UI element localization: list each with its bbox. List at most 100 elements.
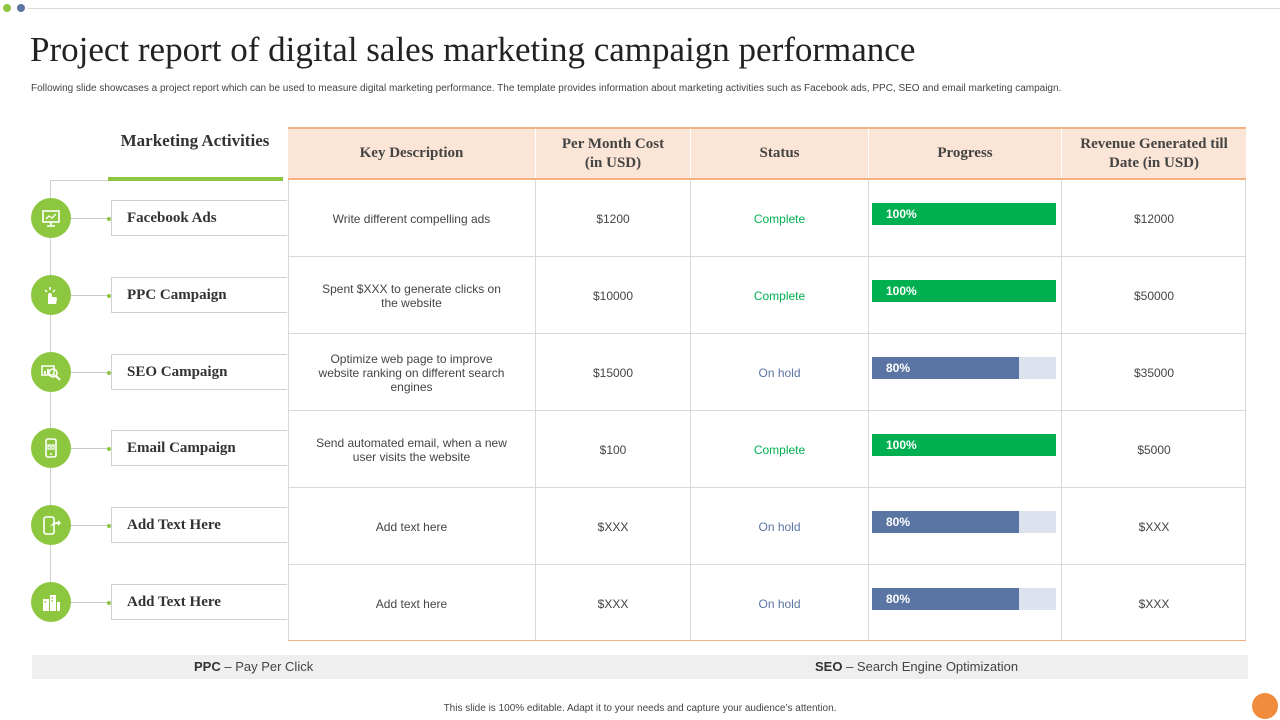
corner-decoration [1252,693,1278,719]
header-separator [690,129,691,178]
activities-header: Marketing Activities [120,131,270,150]
row-separator [288,256,1246,257]
cell-key-description: Send automated email, when a new user vi… [316,435,507,464]
mobile-email-icon [31,428,71,468]
cell-revenue: $XXX [1138,596,1170,611]
progress-label: 100% [886,284,917,298]
top-dot-green [3,4,11,12]
table-row: Spent $XXX to generate clicks on the web… [288,257,1246,334]
activity-connector-dot [107,370,111,375]
progress-bar-fill: 80% [872,357,1020,379]
activity-label: PPC Campaign [111,277,287,313]
cell-per-month-cost: $100 [599,442,627,457]
abbreviation-ppc-value: – Pay Per Click [220,659,314,674]
progress-bar-fill: 80% [872,588,1020,610]
cell-status: On hold [758,365,801,380]
search-analytics-icon [31,352,71,392]
row-separator [288,333,1246,334]
abbreviation-seo-value: – Search Engine Optimization [842,659,1019,674]
header-status: Status [759,145,800,161]
monitor-presentation-icon [31,198,71,238]
page-subtitle: Following slide showcases a project repo… [31,83,1062,94]
cell-key-description: Add text here [375,596,448,611]
cell-per-month-cost: $XXX [597,596,629,611]
abbreviation-seo: SEO – Search Engine Optimization [815,655,1018,679]
activity-connector-dot [107,293,111,298]
progress-bar: 80% [872,511,1056,533]
header-per-month-cost: Per Month Cost (in USD) [561,135,665,171]
top-dot-blue [17,4,25,12]
table-header-row: Key Description Per Month Cost (in USD) … [288,127,1246,180]
header-progress: Progress [937,145,993,161]
editable-note: This slide is 100% editable. Adapt it to… [443,703,837,714]
hand-click-icon [31,275,71,315]
cell-revenue: $5000 [1137,442,1171,457]
cell-status: On hold [758,519,801,534]
cell-key-description: Write different compelling ads [332,211,491,226]
header-separator [868,129,869,178]
activity-connector-dot [107,446,111,451]
cell-status: Complete [753,442,806,457]
cell-revenue: $12000 [1133,211,1175,226]
progress-bar-fill: 100% [872,203,1056,225]
activity-connector [71,218,109,219]
table-row: Optimize web page to improve website ran… [288,334,1246,411]
cell-revenue: $35000 [1133,365,1175,380]
row-separator [288,564,1246,565]
row-separator [288,410,1246,411]
header-separator [535,129,536,178]
cell-per-month-cost: $1200 [596,211,630,226]
progress-label: 80% [886,592,911,606]
activity-connector-dot [107,216,111,221]
activity-connector [71,448,109,449]
progress-label: 80% [886,515,911,529]
progress-label: 100% [886,438,917,452]
header-key-description: Key Description [359,145,464,161]
table-bottom-border [288,640,1246,641]
cell-key-description: Add text here [375,519,448,534]
progress-bar-fill: 80% [872,511,1020,533]
table-row: Write different compelling ads $1200 Compl… [288,180,1246,257]
cell-key-description: Optimize web page to improve website ran… [318,351,505,394]
activity-label: Facebook Ads [111,200,287,236]
cell-revenue: $XXX [1138,519,1170,534]
progress-bar: 100% [872,203,1056,225]
progress-bar: 80% [872,357,1056,379]
progress-label: 100% [886,207,917,221]
activity-connector [71,295,109,296]
activity-connector [71,602,109,603]
activity-connector-dot [107,600,111,605]
mobile-share-icon [31,505,71,545]
progress-bar: 100% [872,434,1056,456]
activity-label: Add Text Here [111,584,287,620]
cell-per-month-cost: $10000 [592,288,634,303]
header-separator [1061,129,1062,178]
progress-bar-fill: 100% [872,434,1056,456]
progress-bar-fill: 100% [872,280,1056,302]
table-row: Add text here $XXX On hold $XXX 80% [288,565,1246,642]
page-title: Project report of digital sales marketin… [30,30,916,69]
building-chart-icon [31,582,71,622]
table-row: Add text here $XXX On hold $XXX 80% [288,488,1246,565]
cell-per-month-cost: $15000 [592,365,634,380]
top-divider [28,8,1280,9]
abbreviation-seo-key: SEO [815,659,843,674]
progress-bar: 80% [872,588,1056,610]
activities-header-underline [108,177,283,181]
activity-connector [71,372,109,373]
activity-label: Add Text Here [111,507,287,543]
progress-label: 80% [886,361,911,375]
header-revenue: Revenue Generated till Date (in USD) [1080,135,1228,171]
cell-per-month-cost: $XXX [597,519,629,534]
cell-key-description: Spent $XXX to generate clicks on the web… [322,281,501,310]
progress-bar: 100% [872,280,1056,302]
row-separator [288,487,1246,488]
cell-revenue: $50000 [1133,288,1175,303]
cell-status: Complete [753,288,806,303]
abbreviation-bar: PPC – Pay Per Click SEO – Search Engine … [32,655,1248,679]
cell-status: Complete [753,211,806,226]
activity-connector [71,525,109,526]
abbreviation-ppc-key: PPC [194,659,221,674]
cell-status: On hold [758,596,801,611]
abbreviation-ppc: PPC – Pay Per Click [194,655,313,679]
